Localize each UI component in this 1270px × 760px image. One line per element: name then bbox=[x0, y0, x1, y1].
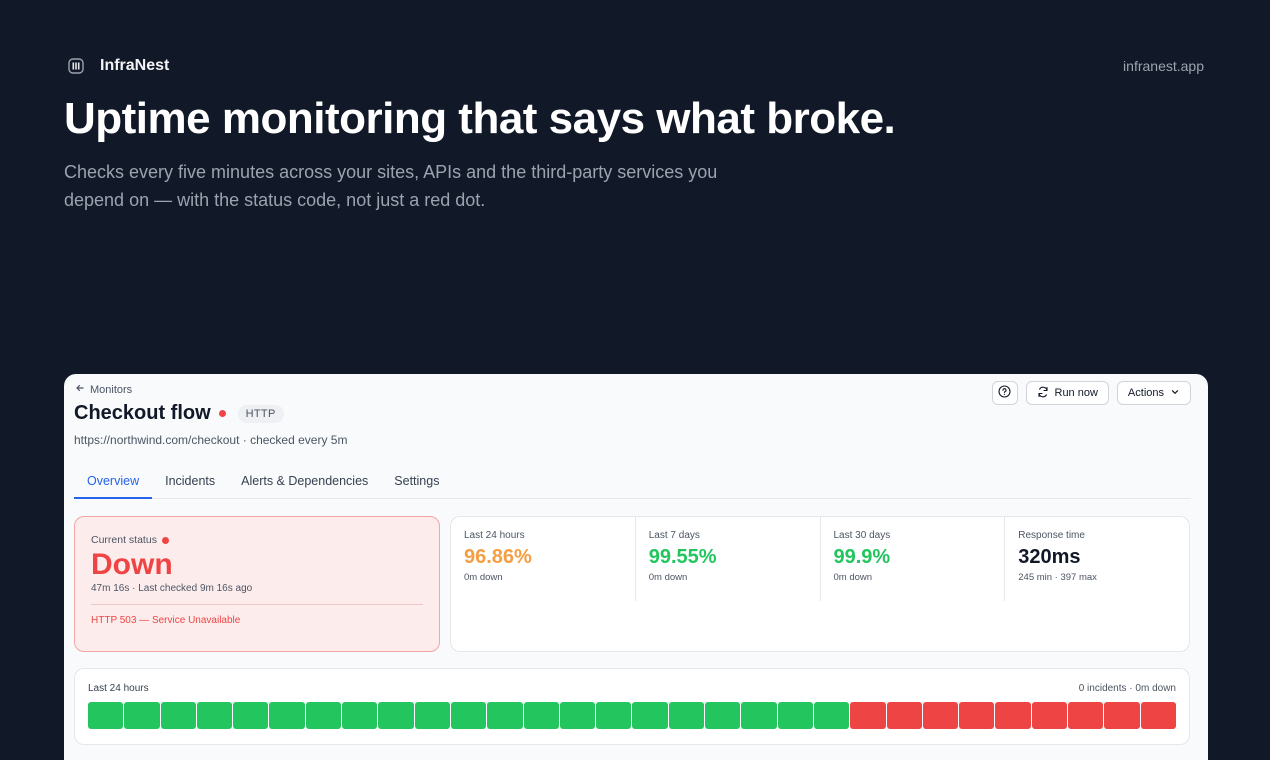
refresh-icon bbox=[1037, 386, 1049, 401]
uptime-bars bbox=[88, 702, 1176, 729]
uptime-bar-down[interactable] bbox=[1031, 702, 1068, 729]
uptime-bar-up[interactable] bbox=[269, 702, 305, 729]
stat-label: Last 7 days bbox=[648, 530, 700, 541]
stat-sub: 0m down bbox=[648, 572, 688, 583]
stat-label: Last 24 hours bbox=[464, 530, 525, 541]
uptime-bar-down[interactable] bbox=[1104, 702, 1140, 729]
stat-value: 99.55% bbox=[648, 546, 717, 568]
uptime-history-label: Last 24 hours bbox=[88, 683, 149, 694]
uptime-bar-up[interactable] bbox=[378, 702, 414, 729]
uptime-bar-up[interactable] bbox=[777, 702, 813, 729]
hero-title: Uptime monitoring that says what broke. bbox=[64, 94, 896, 143]
stat-sub: 245 min · 397 max bbox=[1018, 572, 1097, 583]
current-status-label-row: Current status bbox=[91, 534, 423, 546]
current-status-label: Current status bbox=[91, 534, 157, 546]
uptime-bar-up[interactable] bbox=[342, 702, 378, 729]
uptime-bar-up[interactable] bbox=[233, 702, 269, 729]
run-now-button[interactable]: Run now bbox=[1025, 381, 1109, 405]
stat-label: Response time bbox=[1018, 530, 1085, 541]
actions-dropdown[interactable]: Actions bbox=[1116, 381, 1191, 405]
actions-label: Actions bbox=[1127, 387, 1164, 399]
status-divider bbox=[91, 604, 423, 605]
uptime-bar-up[interactable] bbox=[414, 702, 450, 729]
status-dot-icon bbox=[218, 410, 226, 417]
stat-value: 320ms bbox=[1018, 546, 1081, 568]
status-dot-icon bbox=[161, 536, 169, 544]
uptime-bar-down[interactable] bbox=[959, 702, 995, 729]
uptime-bar-down[interactable] bbox=[850, 702, 886, 729]
monitor-url: https://northwind.com/checkout · checked… bbox=[74, 433, 348, 447]
brand-domain[interactable]: infranest.app bbox=[1123, 58, 1204, 74]
uptime-bar-down[interactable] bbox=[922, 702, 959, 729]
monitor-actions: Run now Actions bbox=[991, 381, 1191, 405]
arrow-left-icon bbox=[75, 383, 85, 396]
help-button[interactable] bbox=[991, 381, 1018, 405]
uptime-bar-up[interactable] bbox=[305, 702, 342, 729]
uptime-bar-down[interactable] bbox=[1068, 702, 1104, 729]
uptime-bar-up[interactable] bbox=[487, 702, 523, 729]
brand-name: InfraNest bbox=[100, 57, 170, 74]
stat-last-24-hours: Last 24 hours 96.86% 0m down bbox=[451, 517, 636, 601]
uptime-bar-up[interactable] bbox=[450, 702, 487, 729]
current-status-error: HTTP 503 — Service Unavailable bbox=[91, 615, 241, 626]
top-bar: InfraNest infranest.app bbox=[64, 54, 1204, 78]
tab-alerts-dependencies[interactable]: Alerts & Dependencies bbox=[241, 474, 369, 488]
uptime-bar-up[interactable] bbox=[160, 702, 196, 729]
monitor-card: Monitors Checkout flow HTTP https://nort… bbox=[64, 374, 1208, 760]
monitor-title-row: Checkout flow HTTP bbox=[74, 402, 284, 425]
stat-last-7-days: Last 7 days 99.55% 0m down bbox=[636, 517, 821, 601]
uptime-bar-up[interactable] bbox=[813, 702, 850, 729]
infranest-logo-icon bbox=[64, 54, 88, 78]
uptime-bar-up[interactable] bbox=[88, 702, 124, 729]
stat-value: 96.86% bbox=[464, 546, 532, 568]
run-now-label: Run now bbox=[1054, 387, 1098, 399]
uptime-history-panel: Last 24 hours 0 incidents · 0m down bbox=[74, 668, 1190, 745]
uptime-bar-up[interactable] bbox=[596, 702, 632, 729]
uptime-history-summary: 0 incidents · 0m down bbox=[1078, 683, 1176, 694]
uptime-bar-up[interactable] bbox=[559, 702, 596, 729]
monitor-type-badge: HTTP bbox=[237, 404, 284, 423]
uptime-bar-up[interactable] bbox=[196, 702, 233, 729]
chevron-down-icon bbox=[1170, 387, 1180, 400]
tab-overview[interactable]: Overview bbox=[74, 464, 153, 499]
uptime-stats-panel: Last 24 hours 96.86% 0m down Last 7 days… bbox=[450, 516, 1190, 652]
current-status-meta: 47m 16s · Last checked 9m 16s ago bbox=[91, 583, 253, 594]
back-link[interactable]: Monitors bbox=[75, 383, 132, 396]
current-status-value: Down bbox=[91, 548, 173, 581]
stat-last-30-days: Last 30 days 99.9% 0m down bbox=[821, 517, 1006, 601]
uptime-bar-down[interactable] bbox=[886, 702, 922, 729]
uptime-bar-down[interactable] bbox=[995, 702, 1031, 729]
uptime-bar-up[interactable] bbox=[523, 702, 559, 729]
monitor-tabs: Overview Incidents Alerts & Dependencies… bbox=[74, 464, 1191, 499]
back-link-label: Monitors bbox=[90, 383, 133, 396]
uptime-history-header: Last 24 hours 0 incidents · 0m down bbox=[88, 683, 1176, 694]
stat-value: 99.9% bbox=[833, 546, 891, 568]
stat-label: Last 30 days bbox=[833, 530, 891, 541]
current-status-panel: Current status Down 47m 16s · Last check… bbox=[74, 516, 440, 652]
uptime-bar-up[interactable] bbox=[632, 702, 668, 729]
stat-response-time: Response time 320ms 245 min · 397 max bbox=[1005, 517, 1189, 601]
uptime-bar-up[interactable] bbox=[668, 702, 705, 729]
uptime-bar-down[interactable] bbox=[1140, 702, 1176, 729]
stat-sub: 0m down bbox=[464, 572, 503, 583]
stat-sub: 0m down bbox=[833, 572, 873, 583]
question-circle-icon bbox=[998, 385, 1011, 401]
uptime-bar-up[interactable] bbox=[741, 702, 777, 729]
monitor-title: Checkout flow bbox=[74, 402, 211, 424]
brand[interactable]: InfraNest bbox=[64, 54, 169, 78]
uptime-bar-up[interactable] bbox=[124, 702, 160, 729]
uptime-bar-up[interactable] bbox=[705, 702, 741, 729]
tab-settings[interactable]: Settings bbox=[394, 474, 440, 488]
hero-subtitle: Checks every five minutes across your si… bbox=[64, 162, 718, 210]
tab-incidents[interactable]: Incidents bbox=[165, 474, 216, 488]
